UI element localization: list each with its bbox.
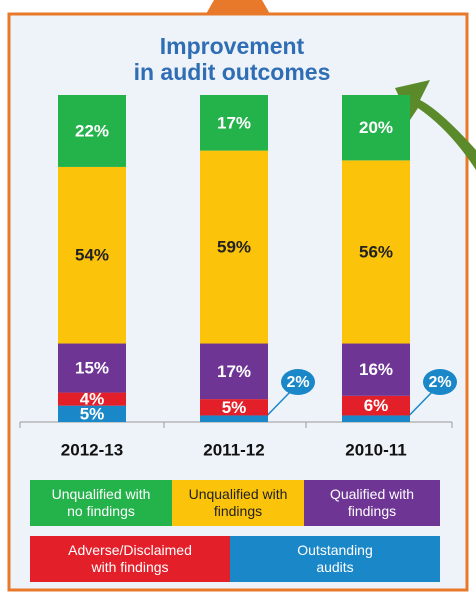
x-tick-label: 2012-13 [61, 440, 123, 459]
value-label: 5% [80, 404, 105, 423]
bar-segment [342, 95, 410, 161]
value-label: 5% [222, 398, 247, 417]
bar-segment [342, 160, 410, 344]
x-tick-label: 2010-11 [345, 440, 406, 459]
chart-title: Improvement in audit outcomes [134, 33, 331, 85]
bar-segment [342, 343, 410, 396]
legend-entry: Unqualified with no findings [30, 480, 172, 526]
bar-segment [200, 399, 268, 416]
callout-bubble [423, 369, 457, 395]
bar-segment [58, 392, 126, 406]
value-label: 22% [75, 121, 109, 140]
value-label: 16% [359, 360, 393, 379]
value-label: 54% [75, 246, 109, 265]
bar-segment [342, 395, 410, 416]
bar-segment [342, 415, 410, 422]
x-tick-label: 2011-12 [203, 440, 264, 459]
bar-segment [58, 166, 126, 344]
value-label: 20% [359, 118, 393, 137]
bar-segment [200, 415, 268, 422]
value-label: 6% [364, 396, 389, 415]
bar-segment [58, 95, 126, 167]
arrow-decoration [395, 80, 476, 170]
callout-line [405, 389, 435, 420]
callout-line [263, 389, 293, 420]
value-label: 17% [217, 362, 251, 381]
value-label: 2% [428, 374, 451, 391]
bar-segment [200, 343, 268, 400]
callout-bubble [281, 369, 315, 395]
value-label: 17% [217, 113, 251, 132]
value-label: 15% [75, 359, 109, 378]
bar-segment [58, 343, 126, 393]
bar-segment [58, 405, 126, 422]
legend-entry: Outstanding audits [230, 536, 440, 582]
bar-segment [200, 95, 268, 151]
legend-entry: Qualified with findings [304, 480, 440, 526]
legend-entry: Adverse/Disclaimed with findings [30, 536, 230, 582]
value-label: 59% [217, 238, 251, 257]
bar-segment [200, 150, 268, 344]
value-label: 4% [80, 390, 105, 409]
value-label: 2% [286, 374, 309, 391]
legend-entry: Unqualified with findings [172, 480, 304, 526]
value-label: 56% [359, 242, 393, 261]
tab-decoration [206, 0, 270, 14]
